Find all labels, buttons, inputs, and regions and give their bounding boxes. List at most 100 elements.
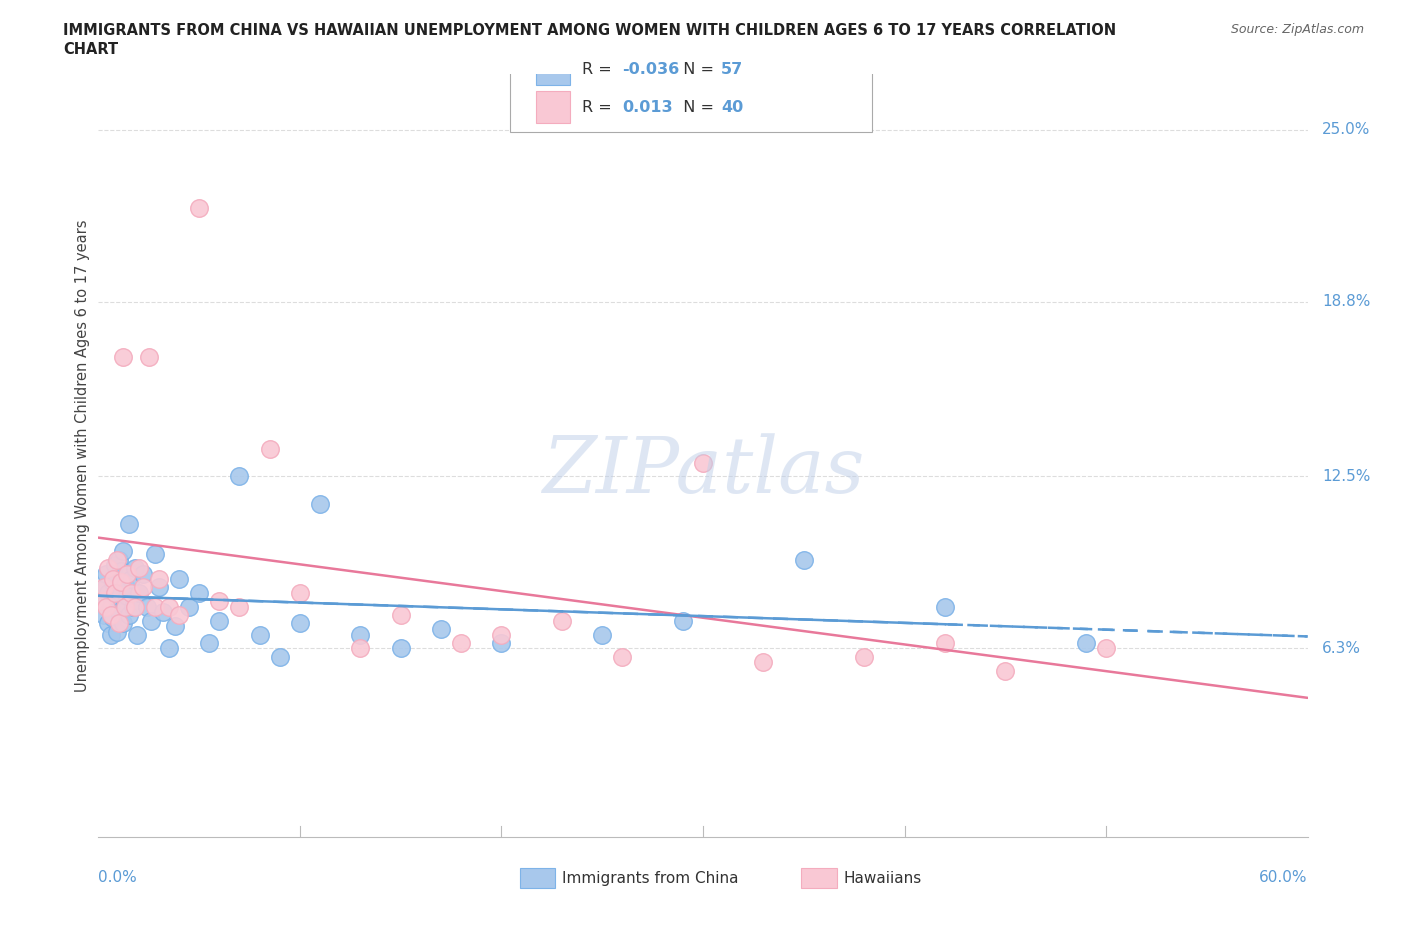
Point xyxy=(934,600,956,615)
FancyBboxPatch shape xyxy=(536,91,569,123)
Point xyxy=(591,627,613,642)
Text: 0.0%: 0.0% xyxy=(98,870,138,885)
Point xyxy=(96,580,118,595)
Point xyxy=(100,607,122,622)
Point xyxy=(157,641,180,656)
Point xyxy=(110,586,132,601)
Text: IMMIGRANTS FROM CHINA VS HAWAIIAN UNEMPLOYMENT AMONG WOMEN WITH CHILDREN AGES 6 : IMMIGRANTS FROM CHINA VS HAWAIIAN UNEMPL… xyxy=(63,23,1116,38)
Point xyxy=(105,552,128,567)
Text: -0.036: -0.036 xyxy=(621,61,679,76)
Point xyxy=(450,635,472,650)
Point xyxy=(139,613,162,628)
Point xyxy=(1095,641,1118,656)
Point xyxy=(97,616,120,631)
Point xyxy=(309,497,332,512)
Point xyxy=(105,572,128,587)
Point xyxy=(115,566,138,581)
Point xyxy=(111,350,134,365)
Point xyxy=(124,600,146,615)
Point xyxy=(118,39,141,54)
Point xyxy=(793,552,815,567)
Point xyxy=(167,572,190,587)
Text: 0.013: 0.013 xyxy=(621,100,672,114)
Text: Source: ZipAtlas.com: Source: ZipAtlas.com xyxy=(1230,23,1364,36)
Point xyxy=(349,627,371,642)
Text: Hawaiians: Hawaiians xyxy=(844,871,922,886)
Point xyxy=(97,586,120,601)
Point xyxy=(269,649,291,664)
Point xyxy=(110,564,132,578)
Y-axis label: Unemployment Among Women with Children Ages 6 to 17 years: Unemployment Among Women with Children A… xyxy=(75,219,90,692)
Point xyxy=(114,600,136,615)
Point xyxy=(138,350,160,365)
Point xyxy=(111,544,134,559)
Point xyxy=(188,200,211,215)
Text: 18.8%: 18.8% xyxy=(1322,294,1371,310)
Point xyxy=(118,516,141,531)
Point xyxy=(101,575,124,590)
Point xyxy=(491,627,513,642)
Point xyxy=(249,627,271,642)
Text: CHART: CHART xyxy=(63,42,118,57)
Point xyxy=(157,600,180,615)
Text: 6.3%: 6.3% xyxy=(1322,641,1361,656)
Point xyxy=(208,594,231,609)
Point xyxy=(120,586,142,601)
Point xyxy=(148,572,170,587)
Point xyxy=(105,624,128,639)
Point xyxy=(110,575,132,590)
Point xyxy=(208,613,231,628)
Point xyxy=(118,607,141,622)
Point xyxy=(132,566,155,581)
Point xyxy=(93,580,115,595)
Point xyxy=(114,578,136,592)
Text: N =: N = xyxy=(673,61,718,76)
Point xyxy=(114,597,136,612)
Text: R =: R = xyxy=(582,100,621,114)
Point xyxy=(228,600,250,615)
Text: N =: N = xyxy=(673,100,718,114)
Point xyxy=(91,594,114,609)
Point xyxy=(389,641,412,656)
Text: ZIPatlas: ZIPatlas xyxy=(541,432,865,509)
Point xyxy=(97,561,120,576)
Text: 40: 40 xyxy=(721,100,744,114)
Point xyxy=(101,572,124,587)
Point xyxy=(100,627,122,642)
Point xyxy=(107,616,129,631)
Point xyxy=(163,618,186,633)
Point xyxy=(188,586,211,601)
Point xyxy=(934,635,956,650)
Point xyxy=(101,610,124,625)
Point xyxy=(853,649,876,664)
Point xyxy=(100,600,122,615)
Point xyxy=(288,616,311,631)
Point xyxy=(96,566,118,581)
Point xyxy=(259,442,281,457)
Point xyxy=(121,600,143,615)
Text: 60.0%: 60.0% xyxy=(1260,870,1308,885)
Text: 57: 57 xyxy=(721,61,744,76)
Point xyxy=(103,558,125,573)
Point xyxy=(103,589,125,604)
Point xyxy=(148,580,170,595)
Text: 25.0%: 25.0% xyxy=(1322,123,1371,138)
Point xyxy=(96,600,118,615)
Point xyxy=(491,635,513,650)
Point xyxy=(198,635,221,650)
Point xyxy=(430,621,453,636)
Point xyxy=(228,469,250,484)
Point xyxy=(1074,635,1097,650)
Point xyxy=(143,600,166,615)
Point xyxy=(672,613,695,628)
Point xyxy=(692,455,714,470)
Point xyxy=(167,607,190,622)
Point xyxy=(107,604,129,619)
Point xyxy=(135,600,157,615)
Point xyxy=(752,655,775,670)
Point xyxy=(612,649,634,664)
Point xyxy=(115,589,138,604)
Point xyxy=(93,607,115,622)
Point xyxy=(125,627,148,642)
Text: 12.5%: 12.5% xyxy=(1322,469,1371,484)
